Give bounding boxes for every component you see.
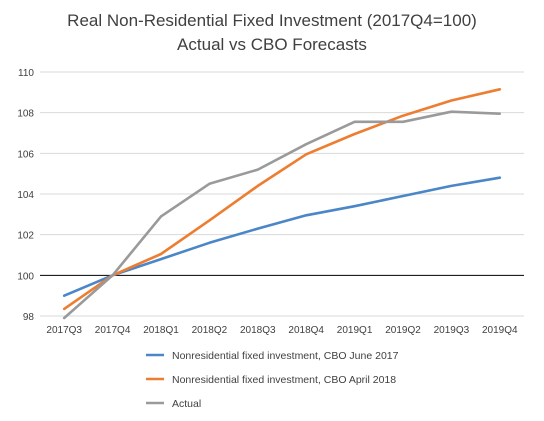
- x-tick-label: 2019Q4: [482, 325, 518, 336]
- y-tick-label: 98: [23, 312, 35, 323]
- x-tick-label: 2017Q4: [95, 325, 131, 336]
- y-tick-label: 102: [17, 231, 34, 242]
- series-line-2: [62, 88, 502, 311]
- x-tick-label: 2019Q2: [385, 325, 421, 336]
- series-lines: [62, 88, 502, 320]
- y-tick-label: 108: [17, 109, 34, 120]
- x-tick-label: 2018Q3: [240, 325, 276, 336]
- gridlines: [40, 71, 524, 317]
- y-tick-label: 104: [17, 190, 34, 201]
- legend-label: Actual: [172, 398, 201, 410]
- y-tick-label: 110: [18, 68, 34, 79]
- y-tick-label: 100: [17, 271, 34, 282]
- axes: 98 100 102 104 106 108 110 2017Q3 2017Q4 2018Q1 20…: [17, 68, 518, 336]
- x-tick-label: 2019Q1: [337, 325, 373, 336]
- chart-subtitle: Actual vs CBO Forecasts: [177, 35, 367, 54]
- legend-label: Nonresidential fixed investment, CBO Apr…: [172, 374, 396, 386]
- x-tick-label: 2018Q4: [288, 325, 324, 336]
- x-tick-label: 2019Q3: [434, 325, 470, 336]
- x-tick-label: 2018Q2: [192, 325, 228, 336]
- series-line-3: [62, 110, 502, 320]
- x-tick-label: 2018Q1: [143, 325, 179, 336]
- y-tick-label: 106: [17, 149, 34, 160]
- legend: Nonresidential fixed investment, CBO Jun…: [146, 350, 399, 410]
- chart-title: Real Non-Residential Fixed Investment (2…: [67, 11, 477, 30]
- series-line-1: [62, 176, 502, 298]
- legend-label: Nonresidential fixed investment, CBO Jun…: [172, 350, 399, 362]
- x-tick-label: 2017Q3: [46, 325, 82, 336]
